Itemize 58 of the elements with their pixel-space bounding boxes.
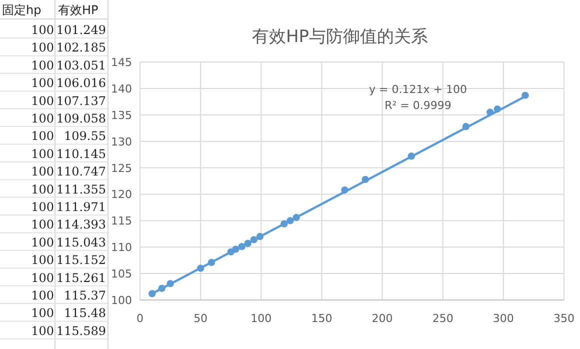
text: 107.137: [56, 94, 106, 108]
text: 100: [31, 146, 54, 161]
y-tick-label: 145: [111, 56, 132, 69]
x-tick-label: 150: [311, 312, 332, 325]
y-tick-label: 130: [111, 135, 132, 148]
x-tick-label: 200: [372, 312, 393, 325]
text: 106.016: [56, 76, 106, 90]
x-tick-label: 100: [250, 312, 272, 325]
text: 100: [31, 94, 54, 108]
text: 110.145: [56, 146, 106, 161]
y-tick-label: 105: [111, 268, 132, 281]
text: 115.37: [64, 288, 106, 302]
y-tick-label: 100: [111, 294, 132, 307]
annotation: R² = 0.9999: [384, 99, 452, 112]
y-tick-label: 135: [111, 108, 132, 122]
text: 110.747: [56, 164, 106, 179]
y-tick-label: 120: [111, 188, 132, 202]
y-tick-label: 115: [111, 214, 132, 228]
text: 109.058: [56, 112, 106, 126]
y-tick-label: 110: [111, 241, 132, 254]
text: 100: [31, 270, 54, 285]
text: 115.043: [56, 235, 106, 250]
category-label: 有效HP: [58, 3, 98, 17]
text: 100: [31, 76, 54, 90]
text: 100: [31, 129, 54, 144]
text: 100: [31, 200, 54, 214]
text: 115.261: [56, 270, 106, 285]
x-tick-label: 50: [194, 312, 208, 325]
text: 103.051: [56, 58, 106, 72]
text: 100: [31, 112, 54, 126]
text: 100: [31, 40, 54, 55]
category-label: 固定hp: [2, 3, 42, 17]
text: 109.55: [64, 129, 106, 144]
text: 111.355: [56, 182, 106, 196]
text: 100: [31, 58, 54, 72]
x-tick-label: 0: [136, 312, 144, 325]
text: 115.589: [56, 324, 106, 338]
x-tick-label: 350: [554, 312, 574, 325]
text: 100: [31, 288, 54, 302]
text: 101.249: [56, 23, 106, 37]
text: 100: [31, 164, 54, 179]
y-tick-label: 140: [111, 82, 132, 96]
x-tick-label: 300: [492, 312, 514, 325]
text: 100: [31, 182, 54, 196]
text: 100: [31, 235, 54, 250]
text: 100: [31, 253, 54, 268]
text: 114.393: [56, 218, 106, 232]
text: 100: [31, 218, 54, 232]
y-tick-label: 125: [111, 162, 132, 175]
text: 102.185: [56, 40, 106, 55]
text: 100: [31, 23, 54, 37]
x-tick-label: 250: [432, 312, 454, 325]
text: 111.971: [56, 200, 106, 214]
chart-title: 有效HP与防御值的关系: [252, 27, 428, 47]
text: 100: [31, 324, 54, 338]
text: 115.152: [56, 253, 106, 268]
text: 115.48: [64, 306, 106, 320]
annotation: y = 0.121x + 100: [369, 83, 467, 96]
